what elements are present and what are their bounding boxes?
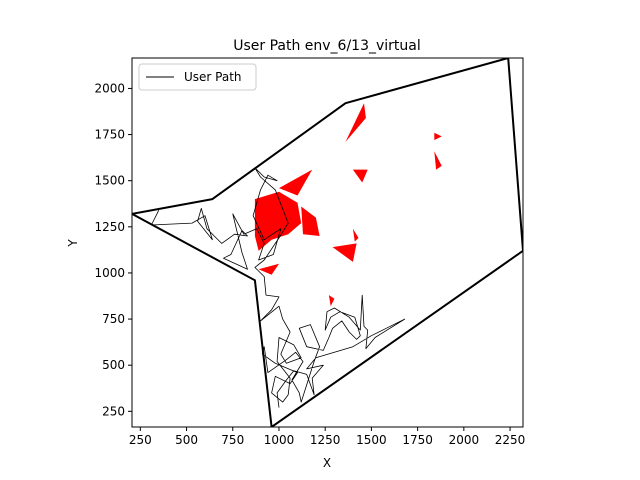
chart-title: User Path env_6/13_virtual <box>233 38 421 54</box>
obstacle-2 <box>301 206 320 236</box>
x-tick-label: 2000 <box>449 433 480 447</box>
x-axis-ticks: 250 500 750 1000 1250 1500 1750 2000 2250 <box>129 427 525 447</box>
legend: User Path <box>138 63 257 91</box>
y-axis-ticks: 250 500 750 1000 1250 1500 1750 2000 <box>94 81 132 418</box>
x-tick-label: 750 <box>221 433 244 447</box>
y-tick-label: 2000 <box>94 81 125 95</box>
series-line-user-path <box>150 167 406 408</box>
x-tick-label: 1500 <box>356 433 387 447</box>
obstacle-6 <box>352 228 359 242</box>
obstacle-7 <box>434 132 442 141</box>
y-tick-label: 500 <box>102 358 125 372</box>
y-tick-label: 750 <box>102 312 125 326</box>
plot-content <box>132 58 523 427</box>
x-tick-label: 1750 <box>402 433 433 447</box>
obstacle-0 <box>254 191 302 251</box>
y-axis-label: Y <box>66 239 80 248</box>
boundary-layer <box>132 58 523 427</box>
y-tick-label: 1750 <box>94 128 125 142</box>
obstacle-5 <box>332 243 357 262</box>
path-layer <box>150 167 406 408</box>
environment-boundary <box>132 58 523 427</box>
obstacle-3 <box>345 103 366 142</box>
x-axis-label: X <box>323 456 331 470</box>
plot-frame <box>131 57 524 428</box>
x-tick-label: 1250 <box>310 433 341 447</box>
y-tick-label: 1500 <box>94 174 125 188</box>
y-tick-label: 1250 <box>94 220 125 234</box>
obstacle-4 <box>352 169 368 183</box>
legend-box <box>138 63 257 91</box>
obstacles-layer <box>254 103 442 307</box>
obstacle-1 <box>279 169 313 196</box>
x-tick-label: 2250 <box>495 433 526 447</box>
legend-entry-user-path: User Path <box>184 70 242 84</box>
x-tick-label: 500 <box>175 433 198 447</box>
obstacle-8 <box>434 151 442 170</box>
x-tick-label: 250 <box>129 433 152 447</box>
y-tick-label: 250 <box>102 404 125 418</box>
obstacle-10 <box>328 295 335 307</box>
x-tick-label: 1000 <box>264 433 295 447</box>
y-tick-label: 1000 <box>94 266 125 280</box>
obstacle-9 <box>258 263 279 275</box>
